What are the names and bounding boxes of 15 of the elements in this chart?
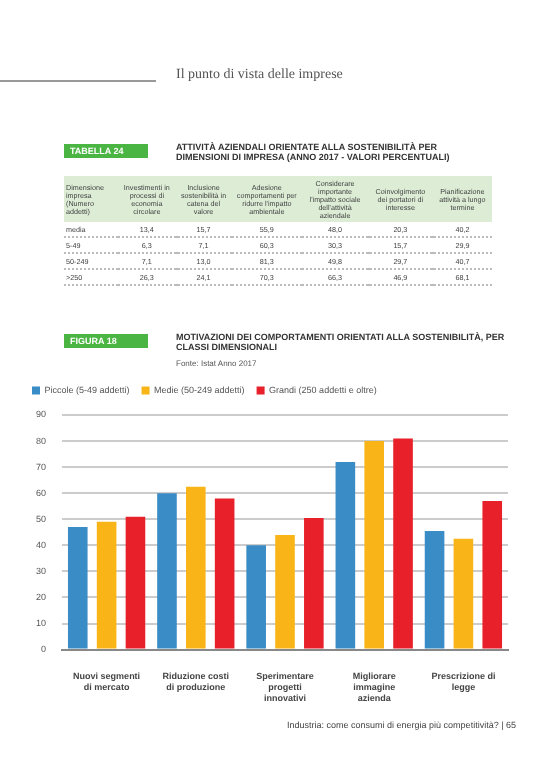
bar	[453, 538, 474, 649]
bar	[275, 534, 295, 649]
bar	[157, 493, 177, 649]
bar	[424, 531, 445, 649]
bar	[186, 486, 206, 649]
bar	[125, 516, 146, 649]
bar	[96, 521, 117, 649]
bar	[393, 438, 413, 649]
bar	[335, 461, 356, 649]
bar	[482, 501, 503, 649]
bar	[364, 441, 385, 649]
bar	[214, 498, 235, 649]
bar	[304, 517, 324, 649]
bar	[67, 527, 88, 649]
bar	[246, 545, 266, 649]
